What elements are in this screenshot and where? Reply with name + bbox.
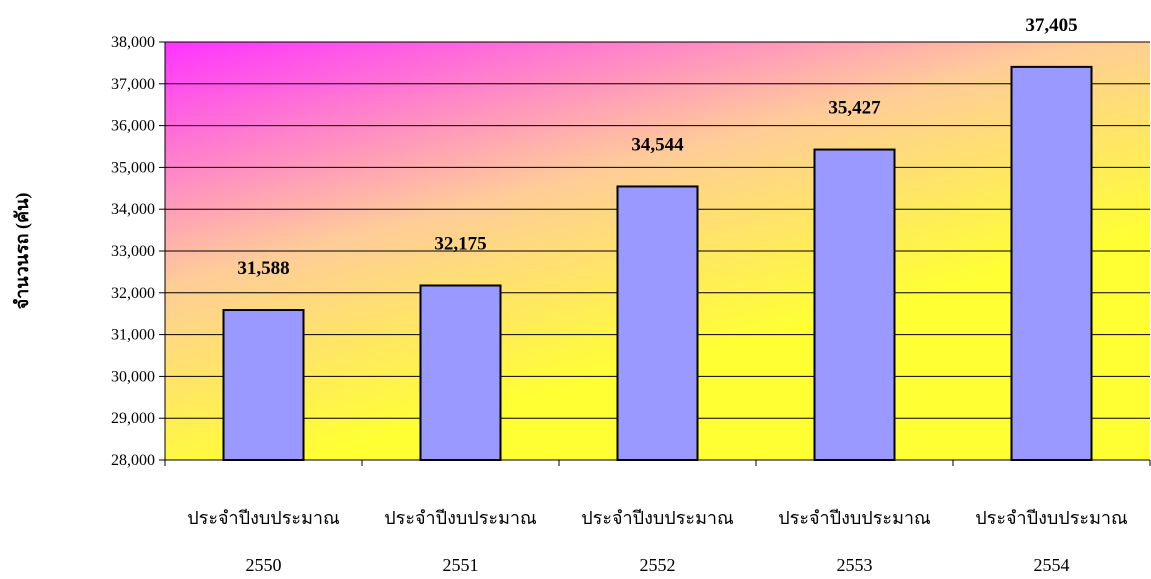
y-tick-label: 28,000 — [111, 452, 155, 469]
bar-value-label: 32,175 — [434, 233, 486, 254]
bar — [222, 309, 305, 461]
category-label: ประจำปีงบประมาณ — [581, 508, 734, 528]
y-tick-label: 34,000 — [111, 201, 155, 218]
category-year-label: 2553 — [837, 555, 873, 575]
bar-value-label: 35,427 — [828, 98, 881, 119]
y-tick-label: 36,000 — [111, 118, 155, 135]
category-year-label: 2552 — [640, 555, 676, 575]
y-tick-label: 32,000 — [111, 285, 155, 302]
y-tick-label: 31,000 — [111, 327, 155, 344]
y-tick-label: 35,000 — [111, 159, 155, 176]
category-label: ประจำปีงบประมาณ — [778, 508, 931, 528]
data-labels: 31,588 32,175 34,544 35,427 37,405 — [237, 15, 1077, 279]
category-year-label: 2550 — [246, 555, 282, 575]
bars — [222, 65, 1093, 462]
y-tick-label: 29,000 — [111, 410, 155, 427]
category-year-label: 2554 — [1034, 555, 1070, 575]
y-tick-label: 37,000 — [111, 76, 155, 93]
category-year-label: 2551 — [443, 555, 479, 575]
y-axis-ticks: 28,000 29,000 30,000 31,000 32,000 33,000 34,0… — [111, 34, 165, 469]
bar-value-label: 31,588 — [237, 258, 289, 279]
bar-value-label: 37,405 — [1025, 15, 1077, 36]
category-label: ประจำปีงบประมาณ — [187, 508, 340, 528]
bar — [813, 148, 896, 462]
bar-value-label: 34,544 — [631, 134, 684, 155]
y-tick-label: 38,000 — [111, 34, 155, 51]
category-label: ประจำปีงบประมาณ — [975, 508, 1128, 528]
category-label: ประจำปีงบประมาณ — [384, 508, 537, 528]
y-tick-label: 30,000 — [111, 368, 155, 385]
bar — [419, 284, 502, 461]
y-tick-label: 33,000 — [111, 243, 155, 260]
y-axis-title: จำนวนรถ (คัน) — [12, 193, 33, 310]
x-axis-ticks — [164, 460, 1151, 466]
x-axis-labels: ประจำปีงบประมาณ 2550 ประจำปีงบประมาณ 2551 ปร… — [187, 508, 1128, 575]
bar — [616, 185, 699, 462]
bar — [1010, 65, 1093, 461]
